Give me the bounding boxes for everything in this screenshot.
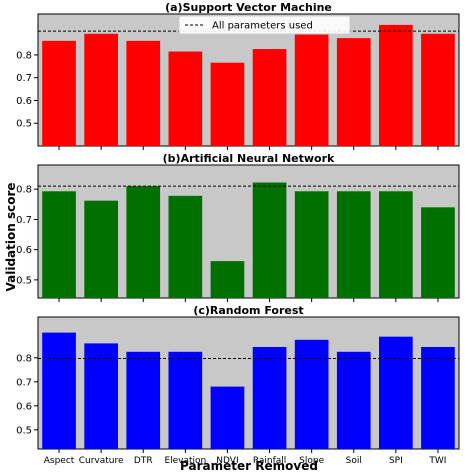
- panel-title: (c)Random Forest: [193, 304, 303, 317]
- bar-soil: [336, 351, 371, 449]
- chart-panel: (a)Support Vector Machine 0.5 0.6 0.7 0.8 All…: [16, 1, 460, 150]
- bar-elevation: [168, 195, 203, 298]
- bar-soil: [336, 191, 371, 298]
- chart-panel: (b)Artificial Neural Network 0.5 0.6 0.7 0.8: [16, 152, 460, 302]
- legend-box: [178, 15, 351, 35]
- x-tick-label: NDVI: [216, 456, 238, 466]
- x-tick-label: Aspect: [44, 456, 75, 466]
- y-tick-label: 0.5: [16, 275, 32, 286]
- x-tick-label: DTR: [134, 456, 153, 466]
- legend: All parameters used: [178, 15, 351, 35]
- bar-aspect: [42, 191, 76, 298]
- x-tick-label: Rainfall: [253, 456, 286, 466]
- bar-dtr: [126, 186, 161, 298]
- y-tick-label: 0.7: [16, 73, 32, 84]
- bar-dtr: [126, 351, 161, 449]
- y-tick-label: 0.6: [16, 245, 32, 256]
- x-tick-label: Elevation: [164, 456, 206, 466]
- bar-aspect: [42, 332, 76, 449]
- bar-soil: [336, 38, 371, 146]
- bar-rainfall: [252, 49, 287, 146]
- bar-slope: [294, 339, 329, 449]
- bar-spi: [379, 336, 413, 449]
- y-tick-label: 0.8: [16, 353, 32, 364]
- legend-label: All parameters used: [212, 21, 313, 32]
- bar-elevation: [168, 51, 203, 146]
- bar-twi: [421, 207, 455, 298]
- y-tick-label: 0.7: [16, 377, 32, 388]
- bar-twi: [421, 33, 455, 146]
- y-tick-label: 0.8: [16, 50, 32, 61]
- x-tick-label: Soil: [346, 456, 362, 466]
- bar-curvature: [84, 200, 118, 298]
- panel-title: (b)Artificial Neural Network: [163, 152, 335, 165]
- y-tick-label: 0.5: [16, 119, 32, 130]
- bar-aspect: [42, 40, 76, 146]
- bar-twi: [421, 347, 455, 449]
- bar-elevation: [168, 351, 203, 449]
- bar-curvature: [84, 33, 118, 146]
- y-axis-title: Validation score: [4, 182, 18, 291]
- bar-dtr: [126, 40, 161, 146]
- bar-ndvi: [210, 261, 245, 298]
- bar-slope: [294, 33, 329, 146]
- bar-spi: [379, 24, 413, 147]
- y-tick-label: 0.8: [16, 185, 32, 196]
- bar-ndvi: [210, 62, 245, 147]
- y-tick-label: 0.7: [16, 215, 32, 226]
- chart-panel: (c)Random Forest 0.5 0.6 0.7 0.8 Aspect Curvat…: [16, 304, 460, 466]
- y-tick-label: 0.6: [16, 96, 32, 107]
- y-tick-label: 0.5: [16, 425, 32, 436]
- panel-title: (a)Support Vector Machine: [165, 1, 332, 14]
- x-axis-title: Parameter Removed: [180, 459, 318, 473]
- x-tick-label: Slope: [299, 456, 324, 466]
- x-tick-label: TWI: [428, 456, 446, 466]
- bar-curvature: [84, 343, 118, 449]
- bar-ndvi: [210, 386, 245, 449]
- y-tick-label: 0.6: [16, 401, 32, 412]
- x-tick-label: Curvature: [79, 456, 124, 466]
- bar-rainfall: [252, 182, 287, 298]
- bar-slope: [294, 191, 329, 298]
- bar-rainfall: [252, 347, 287, 449]
- x-tick-label: SPI: [389, 456, 403, 466]
- bar-spi: [379, 191, 413, 298]
